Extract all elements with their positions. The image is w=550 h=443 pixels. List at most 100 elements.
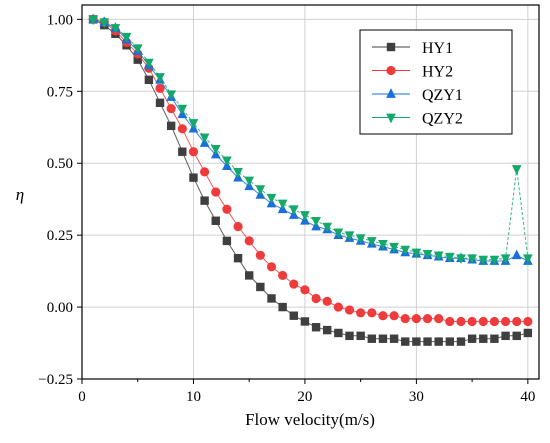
data-point-hy2 — [266, 262, 277, 272]
data-point-qzy2 — [355, 234, 366, 244]
data-point-hy1 — [144, 75, 154, 84]
data-point-hy1 — [445, 337, 455, 346]
data-point-hy1 — [233, 253, 243, 263]
legend-marker-qzy2 — [386, 113, 396, 124]
data-point-qzy2 — [422, 250, 433, 260]
data-point-hy2 — [188, 147, 199, 157]
y-tick-label: 0.00 — [47, 300, 73, 316]
legend-marker-hy2 — [386, 65, 396, 76]
data-point-hy2 — [278, 270, 288, 281]
data-point-hy1 — [133, 55, 142, 64]
data-point-qzy2 — [210, 145, 221, 155]
data-point-hy2 — [311, 293, 321, 304]
data-point-hy2 — [378, 311, 388, 321]
data-point-hy2 — [333, 302, 343, 312]
data-point-hy2 — [177, 124, 187, 134]
data-point-hy2 — [166, 103, 176, 114]
x-tick-label: 30 — [409, 389, 424, 405]
data-point-hy2 — [322, 296, 332, 306]
data-point-qzy2 — [511, 165, 522, 175]
data-point-qzy2 — [166, 90, 177, 101]
data-point-qzy2 — [288, 205, 299, 216]
x-tick-label: 0 — [78, 389, 86, 405]
data-point-qzy2 — [121, 32, 132, 43]
legend-label-hy1: HY1 — [422, 40, 453, 57]
legend-marker-hy1 — [386, 42, 396, 52]
data-point-hy1 — [323, 325, 332, 335]
data-point-qzy2 — [489, 255, 500, 266]
data-point-hy1 — [267, 294, 276, 303]
data-point-qzy2 — [523, 254, 533, 264]
data-point-qzy2 — [188, 119, 199, 129]
data-point-qzy2 — [433, 251, 444, 262]
legend-label-qzy1: QZY1 — [422, 87, 463, 104]
data-point-qzy2 — [378, 239, 388, 250]
x-tick-label: 20 — [297, 389, 312, 405]
data-point-hy1 — [523, 328, 533, 338]
data-point-qzy2 — [300, 211, 310, 221]
data-point-qzy2 — [333, 228, 344, 239]
data-point-hy1 — [389, 334, 399, 343]
data-point-hy1 — [222, 236, 232, 246]
data-point-hy1 — [423, 337, 432, 346]
data-point-qzy2 — [467, 254, 477, 264]
data-point-hy2 — [222, 204, 232, 214]
data-point-hy1 — [311, 323, 321, 332]
x-axis-title: Flow velocity(m/s) — [245, 410, 375, 429]
data-point-hy1 — [200, 196, 209, 205]
data-point-hy1 — [256, 282, 265, 292]
data-point-hy2 — [456, 316, 466, 327]
data-point-hy2 — [289, 279, 299, 289]
data-point-hy2 — [434, 313, 444, 324]
legend-marker-qzy1 — [386, 88, 396, 98]
data-point-hy2 — [255, 250, 265, 260]
data-point-qzy2 — [344, 231, 355, 241]
data-point-hy2 — [200, 167, 210, 177]
data-point-hy2 — [445, 316, 455, 327]
data-point-hy2 — [400, 313, 410, 324]
data-point-hy2 — [467, 316, 477, 327]
data-point-hy2 — [500, 316, 511, 327]
data-point-hy1 — [155, 98, 165, 108]
data-point-hy1 — [367, 334, 377, 343]
legend-label-hy2: HY2 — [422, 64, 453, 81]
data-point-hy2 — [356, 308, 366, 318]
data-point-hy2 — [489, 316, 500, 327]
axes-layer: 0 10 20 30 40 −0.25 0.00 0.25 0.50 0.75 1.00 — [38, 4, 540, 405]
data-point-qzy2 — [222, 156, 232, 167]
data-point-qzy2 — [444, 252, 455, 263]
data-point-hy1 — [278, 302, 287, 312]
data-point-hy1 — [467, 334, 477, 343]
y-axis-title: η — [16, 185, 24, 204]
data-point-qzy2 — [456, 254, 466, 264]
series-qzy2 — [88, 15, 533, 266]
data-point-hy1 — [334, 328, 343, 338]
data-point-hy1 — [345, 331, 354, 341]
data-point-hy2 — [244, 236, 254, 246]
series-line-hy2 — [92, 18, 528, 322]
data-point-qzy2 — [400, 245, 411, 256]
data-point-hy1 — [166, 121, 176, 131]
x-tick-label: 10 — [186, 389, 201, 405]
data-point-qzy2 — [99, 18, 110, 29]
data-point-qzy2 — [389, 242, 399, 253]
data-point-hy2 — [411, 313, 421, 324]
y-tick-label: 0.75 — [47, 84, 73, 100]
data-point-hy1 — [211, 216, 220, 225]
data-point-qzy2 — [500, 254, 511, 264]
data-point-qzy2 — [88, 15, 98, 26]
series-line-hy1 — [92, 18, 529, 343]
data-point-hy1 — [378, 334, 388, 343]
data-point-qzy2 — [144, 58, 154, 69]
data-point-hy1 — [412, 337, 421, 346]
y-tick-label: 0.50 — [47, 156, 73, 172]
data-point-hy2 — [478, 316, 488, 327]
data-point-qzy2 — [478, 255, 489, 266]
data-point-qzy2 — [255, 185, 266, 195]
data-point-qzy2 — [311, 216, 321, 227]
series-line-qzy2 — [92, 18, 529, 261]
legend-label-qzy2: QZY2 — [422, 111, 463, 128]
data-point-hy1 — [512, 331, 521, 341]
